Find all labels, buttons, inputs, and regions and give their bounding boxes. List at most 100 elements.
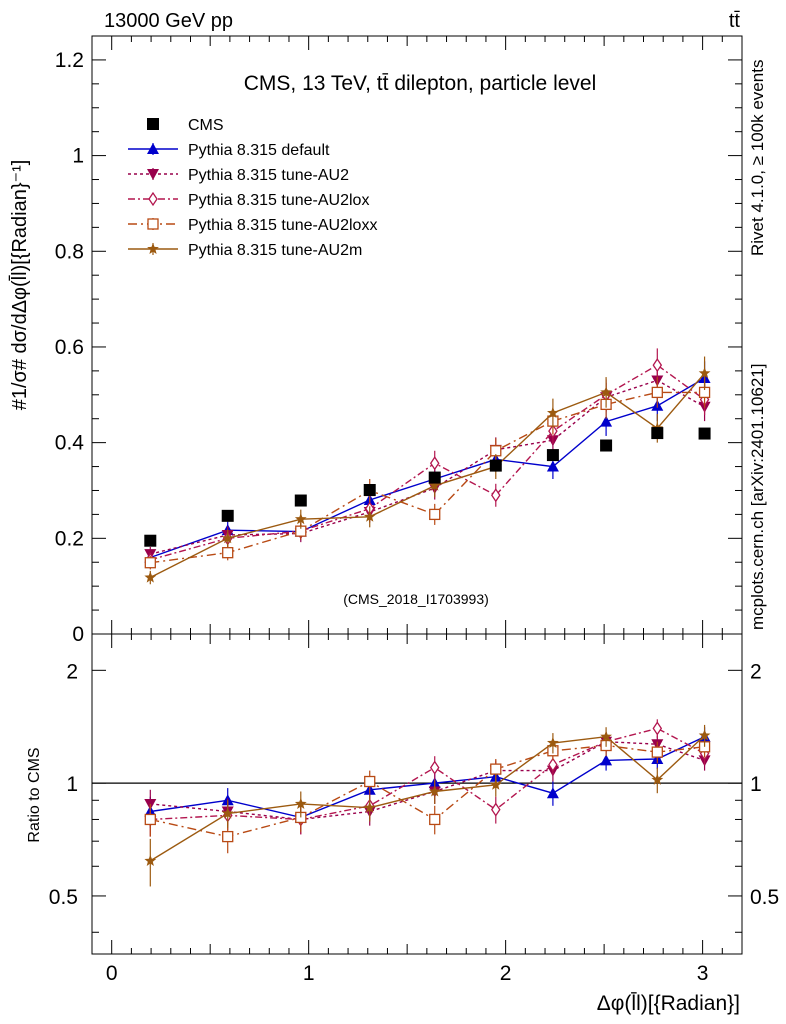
legend-label: Pythia 8.315 tune-AU2m	[188, 242, 362, 259]
data-point	[600, 386, 612, 398]
data-point	[428, 471, 441, 484]
data-point	[144, 534, 157, 547]
data-point	[222, 830, 234, 843]
ratio-plot-frame	[91, 633, 743, 955]
data-point	[429, 760, 440, 775]
legend-marker	[147, 242, 159, 254]
main-series-pythia-8-315-tune-au2	[144, 365, 711, 562]
data-point	[651, 386, 663, 399]
data-point	[429, 456, 440, 471]
ratio-line-pythia-8-315-tune-au2	[150, 740, 705, 821]
data-point	[698, 427, 711, 440]
ratio-ticks: 0 1 2 3 0.5 0.5 1 1 2 2	[49, 634, 779, 985]
data-point	[144, 557, 156, 569]
main-line-pythia-8-315-tune-au2loxx	[150, 391, 705, 564]
legend-entry-pythia-8-315-tune-au2m: Pythia 8.315 tune-AU2m	[128, 242, 362, 259]
data-point	[651, 773, 664, 785]
x-tick-label: 2	[500, 962, 512, 985]
data-point	[698, 367, 711, 379]
data-point	[698, 729, 711, 741]
rivet-label: Rivet 4.1.0, ≥ 100k events	[748, 60, 767, 256]
mcplots-label: mcplots.cern.ch [arXiv:2401.10621]	[748, 364, 767, 630]
legend-marker	[147, 118, 159, 130]
y-tick-label: 1	[72, 145, 84, 168]
data-point	[548, 757, 558, 772]
ratio-series-pythia-8-315-tune-au2m	[144, 724, 711, 887]
data-point	[294, 797, 307, 809]
legend-label: Pythia 8.315 tune-AU2lox	[188, 192, 369, 209]
legend-entry-pythia-8-315-tune-au2loxx: Pythia 8.315 tune-AU2loxx	[128, 217, 377, 234]
legend-label: Pythia 8.315 default	[188, 142, 330, 159]
y-tick-label-right: 2	[750, 660, 762, 683]
data-point	[547, 406, 559, 418]
data-point	[294, 513, 307, 525]
data-point	[652, 721, 663, 736]
x-tick-label: 0	[106, 962, 118, 985]
y-tick-label: 0.2	[55, 527, 84, 550]
main-line-pythia-8-315-tune-au2	[150, 379, 705, 555]
data-point	[651, 746, 663, 758]
data-point	[429, 508, 441, 521]
main-series-cms	[144, 427, 711, 547]
data-point	[546, 449, 559, 462]
data-point	[600, 415, 613, 427]
data-point	[144, 571, 157, 583]
x-tick-label: 1	[303, 962, 315, 985]
ratio-y-axis-label: Ratio to CMS	[26, 747, 43, 842]
data-point	[600, 439, 613, 452]
data-point	[491, 802, 501, 817]
main-y-axis-label: #1/σ# dσ/dΔφ(l̄l)[{Radian}⁻¹]	[8, 160, 31, 411]
watermark: (CMS_2018_I1703993)	[343, 591, 489, 607]
ratio-data	[144, 719, 711, 887]
legend-entry-pythia-8-315-tune-au2lox: Pythia 8.315 tune-AU2lox	[128, 191, 369, 209]
legend-entry-pythia-8-315-default: Pythia 8.315 default	[128, 142, 330, 159]
legend-marker	[147, 169, 159, 180]
legend-entry-pythia-8-315-tune-au2: Pythia 8.315 tune-AU2	[128, 167, 349, 184]
data-point	[600, 730, 612, 742]
legend-marker	[147, 143, 159, 154]
legend-label: CMS	[188, 117, 224, 134]
data-point	[428, 479, 441, 491]
data-point	[490, 763, 502, 775]
legend-marker	[147, 218, 159, 230]
y-tick-label: 0.8	[55, 240, 84, 263]
data-point	[428, 785, 441, 797]
x-tick-label: 3	[697, 962, 709, 985]
y-tick-label: 0.5	[49, 886, 78, 909]
ratio-series-pythia-8-315-tune-au2lox	[145, 719, 710, 837]
data-point	[363, 510, 376, 522]
data-point	[222, 547, 234, 559]
data-point	[651, 427, 664, 440]
data-point	[221, 532, 234, 544]
y-tick-label: 0.4	[55, 432, 85, 455]
y-tick-label: 1	[66, 773, 78, 796]
legend-marker	[148, 191, 158, 207]
main-line-pythia-8-315-tune-au2m	[149, 372, 706, 579]
data-point	[144, 854, 157, 866]
y-tick-label: 0	[72, 623, 84, 646]
y-tick-label: 2	[66, 660, 78, 683]
data-point	[491, 488, 501, 503]
data-point	[546, 787, 559, 799]
y-tick-label: 1.2	[55, 49, 84, 72]
ratio-line-pythia-8-315-tune-au2m	[149, 734, 706, 862]
main-data	[144, 348, 711, 585]
legend-label: Pythia 8.315 tune-AU2loxx	[188, 217, 377, 234]
legend-label: Pythia 8.315 tune-AU2	[188, 167, 349, 184]
data-point	[221, 807, 234, 819]
legend-entry-cms: CMS	[147, 117, 224, 134]
data-point	[294, 494, 307, 507]
data-point	[547, 736, 559, 748]
y-tick-label-right: 0.5	[750, 886, 779, 909]
data-point	[600, 754, 613, 766]
main-chart-title: CMS, 13 TeV, tt̄ dilepton, particle leve…	[244, 72, 597, 95]
legend: CMS Pythia 8.315 default Pythia 8.315 tune…	[128, 117, 377, 259]
main-ticks: 0 0.2 0.4 0.6 0.8 1 1.2	[55, 35, 743, 646]
data-point	[429, 813, 441, 826]
x-axis-label: Δφ(l̄l)[{Radian}]	[597, 991, 740, 1015]
data-point	[489, 459, 502, 472]
y-tick-label-right: 1	[750, 773, 762, 796]
data-point	[489, 778, 502, 790]
y-tick-label: 0.6	[55, 336, 84, 359]
